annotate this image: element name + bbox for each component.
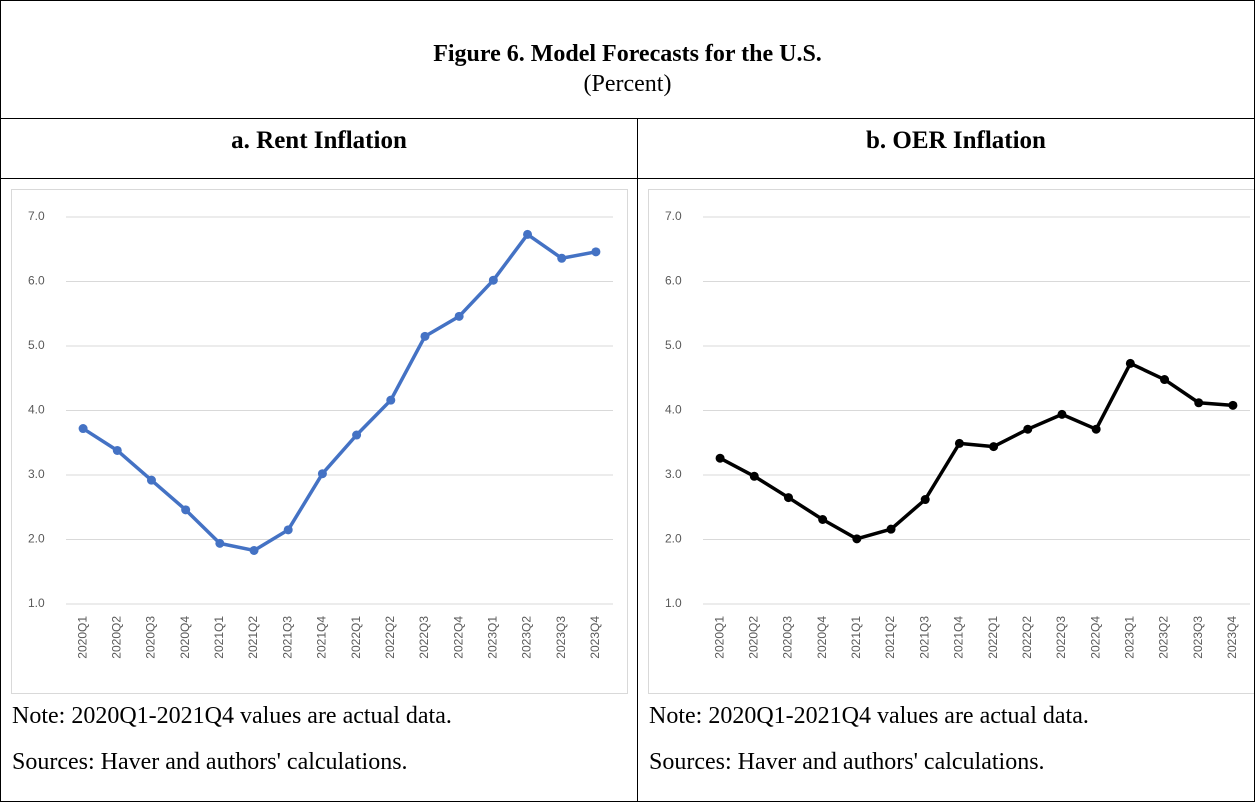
x-tick-label: 2022Q3 [417,616,431,659]
x-tick-label: 2023Q2 [520,616,534,659]
x-tick-label: 2021Q1 [849,616,863,659]
data-point [146,475,156,485]
x-tick-label: 2021Q4 [315,616,329,659]
x-tick-label: 2020Q1 [75,616,89,659]
panel-title: a. Rent Inflation [231,127,407,154]
x-tick-label: 2020Q4 [815,616,829,659]
chart-frame [11,189,628,694]
y-tick-label: 5.0 [665,338,682,352]
x-tick-label: 2020Q2 [109,616,123,659]
data-point [886,524,896,534]
data-point [715,453,725,463]
x-tick-label: 2021Q3 [917,616,931,659]
y-tick-label: 5.0 [28,338,45,352]
y-tick-label: 6.0 [28,274,45,288]
y-tick-label: 1.0 [28,596,45,610]
y-tick-label: 7.0 [665,209,682,223]
chart: 1.0 2.0 3.0 4.0 5.0 6.0 7.0 2020Q1 2020Q2 2020Q3 2… [28,209,613,659]
data-point [1194,398,1204,408]
x-tick-label: 2020Q3 [144,616,158,659]
y-tick-label: 7.0 [28,209,45,223]
data-point [420,331,430,341]
x-tick-label: 2022Q2 [383,616,397,659]
x-tick-label: 2023Q1 [486,616,500,659]
x-tick-label: 2022Q2 [1020,616,1034,659]
data-point [1125,358,1135,368]
data-point [920,495,930,505]
data-point [78,424,88,434]
y-tick-label: 3.0 [665,467,682,481]
x-tick-label: 2020Q1 [712,616,726,659]
y-tick-label: 2.0 [28,532,45,546]
data-point [1057,409,1067,419]
data-point [783,493,793,503]
column-border [637,119,638,801]
data-point [852,534,862,544]
x-tick-label: 2022Q4 [451,616,465,659]
x-tick-label: 2021Q2 [246,616,260,659]
y-tick-label: 6.0 [665,274,682,288]
data-point [954,438,964,448]
x-tick-label: 2020Q2 [746,616,760,659]
note: Note: 2020Q1-2021Q4 values are actual da… [649,703,1089,729]
x-tick-label: 2021Q4 [952,616,966,659]
x-tick-label: 2021Q3 [280,616,294,659]
y-tick-label: 1.0 [665,596,682,610]
data-point [386,395,396,405]
y-tick-label: 4.0 [665,403,682,417]
figure-subtitle: (Percent) [583,71,672,97]
x-tick-label: 2023Q4 [588,616,602,659]
data-point [215,538,225,548]
x-tick-label: 2023Q1 [1123,616,1137,659]
x-tick-label: 2021Q2 [883,616,897,659]
x-tick-label: 2023Q2 [1157,616,1171,659]
data-point [591,247,601,257]
x-tick-label: 2023Q4 [1225,616,1239,659]
y-tick-label: 2.0 [665,532,682,546]
y-tick-label: 4.0 [28,403,45,417]
data-point [488,275,498,285]
source: Sources: Haver and authors' calculations… [12,749,408,775]
figure-title: Figure 6. Model Forecasts for the U.S. [433,41,822,67]
data-line [719,361,1234,541]
x-tick-label: 2022Q1 [349,616,363,659]
data-point [1228,400,1238,410]
chart: 1.0 2.0 3.0 4.0 5.0 6.0 7.0 2020Q1 2020Q2 2020Q3 2… [665,209,1250,659]
row-border [1,178,1254,179]
x-tick-label: 2022Q1 [986,616,1000,659]
data-point [352,430,362,440]
data-point [818,515,828,525]
data-line [82,232,597,553]
x-tick-label: 2023Q3 [554,616,568,659]
note: Note: 2020Q1-2021Q4 values are actual da… [12,703,452,729]
data-point [1160,375,1170,385]
data-point [523,229,533,239]
x-tick-label: 2020Q3 [781,616,795,659]
y-tick-label: 3.0 [28,467,45,481]
data-point [1091,424,1101,434]
chart-frame [648,189,1254,694]
x-tick-label: 2022Q4 [1088,616,1102,659]
data-point [317,469,327,479]
data-point [989,442,999,452]
row-border [1,118,1254,119]
data-point [112,445,122,455]
x-tick-label: 2022Q3 [1054,616,1068,659]
data-point [454,311,464,321]
panel-title: b. OER Inflation [866,127,1046,154]
x-tick-label: 2021Q1 [212,616,226,659]
data-point [557,253,567,263]
x-tick-label: 2023Q3 [1191,616,1205,659]
data-point [181,505,191,515]
data-point [283,525,293,535]
data-point [1023,424,1033,434]
source: Sources: Haver and authors' calculations… [649,749,1045,775]
data-point [249,545,259,555]
data-point [749,471,759,481]
x-tick-label: 2020Q4 [178,616,192,659]
